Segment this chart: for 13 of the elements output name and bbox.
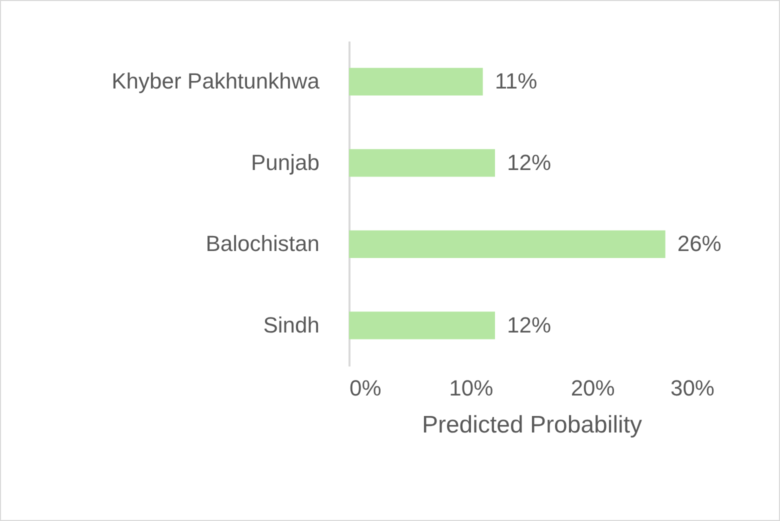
data-label: 26% xyxy=(677,231,722,256)
x-tick-label: 10% xyxy=(449,376,494,400)
x-axis-title: Predicted Probability xyxy=(422,412,642,438)
y-tick-label: Punjab xyxy=(250,150,320,175)
x-tick-label: 20% xyxy=(570,376,615,400)
data-label: 11% xyxy=(494,68,538,94)
y-tick-label: Sindh xyxy=(263,312,320,338)
data-label: 12% xyxy=(507,150,552,175)
data-label: 12% xyxy=(507,312,552,338)
x-tick-label: 30% xyxy=(670,376,714,400)
y-tick-label: Balochistan xyxy=(206,231,320,256)
y-tick-label: Khyber Pakhtunkhwa xyxy=(112,68,320,94)
x-tick-label: 0% xyxy=(350,376,382,400)
